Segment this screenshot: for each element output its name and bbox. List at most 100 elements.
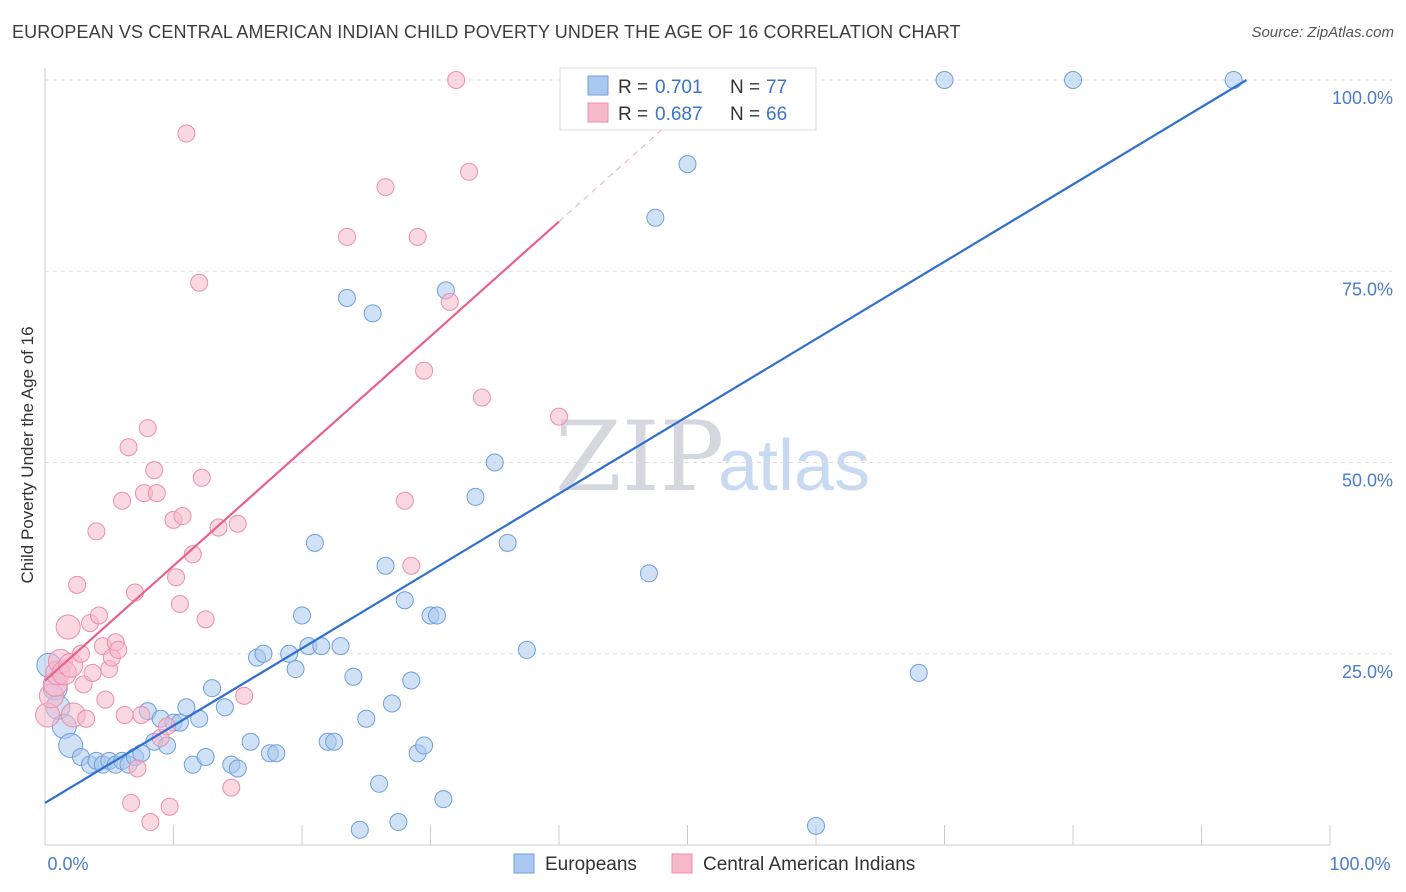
point-central-american-indians-52 <box>376 178 395 197</box>
point-europeans-61 <box>485 453 504 472</box>
point-europeans-43 <box>337 289 356 308</box>
point-central-american-indians-50 <box>235 686 254 705</box>
point-europeans-44 <box>344 667 363 686</box>
point-central-american-indians-61 <box>550 407 568 426</box>
point-europeans-31 <box>254 644 273 663</box>
point-europeans-42 <box>331 637 350 656</box>
trend-line-central-american-indians <box>44 220 560 682</box>
point-europeans-36 <box>293 606 311 625</box>
point-europeans-35 <box>286 660 305 679</box>
point-europeans-38 <box>305 533 324 552</box>
legend-swatch-central-american-indians <box>587 102 609 123</box>
trend-layer <box>44 79 1248 804</box>
point-europeans-53 <box>402 671 421 690</box>
point-central-american-indians-12 <box>77 709 96 728</box>
legend-r-label-2: R = <box>618 104 648 125</box>
point-europeans-33 <box>267 744 286 763</box>
point-central-american-indians-16 <box>89 606 108 625</box>
point-central-american-indians-27 <box>125 583 144 602</box>
source-label: Source: ZipAtlas.com <box>1251 24 1394 41</box>
point-europeans-47 <box>363 304 382 323</box>
point-central-american-indians-14 <box>83 663 102 682</box>
point-central-american-indians-9 <box>68 575 87 594</box>
point-europeans-62 <box>498 533 517 552</box>
y-axis-label: Child Poverty Under the Age of 16 <box>18 326 37 583</box>
point-central-american-indians-41 <box>173 507 192 526</box>
point-central-american-indians-40 <box>170 595 189 614</box>
point-central-american-indians-23 <box>113 491 132 510</box>
point-central-american-indians-46 <box>196 610 215 629</box>
point-central-american-indians-36 <box>158 717 177 736</box>
point-central-american-indians-15 <box>87 522 106 541</box>
legend-swatch-europeans <box>587 75 609 96</box>
point-europeans-67 <box>678 155 697 174</box>
chart-title: EUROPEAN VS CENTRAL AMERICAN INDIAN CHIL… <box>12 22 961 42</box>
points-layer <box>35 71 1243 839</box>
point-central-american-indians-54 <box>402 556 421 575</box>
point-central-american-indians-31 <box>138 419 157 438</box>
watermark-zip: ZIP <box>555 401 724 513</box>
point-central-american-indians-53 <box>395 491 414 510</box>
point-europeans-46 <box>357 709 376 728</box>
point-europeans-28 <box>228 759 247 778</box>
point-europeans-48 <box>370 774 389 793</box>
y-tick-label-50: 50.0% <box>1342 471 1393 491</box>
point-central-american-indians-24 <box>115 705 134 724</box>
point-central-american-indians-44 <box>190 273 209 292</box>
point-central-american-indians-51 <box>337 227 356 246</box>
axis-layer: 25.0% 50.0% 75.0% 100.0% 0.0% 100.0% <box>44 68 1393 874</box>
point-europeans-29 <box>241 732 260 751</box>
point-europeans-21 <box>177 698 196 717</box>
point-europeans-24 <box>196 748 215 767</box>
x-tick-label-0: 0.0% <box>47 854 88 874</box>
bottom-legend-europeans: Europeans <box>545 854 637 875</box>
point-central-american-indians-60 <box>472 388 491 407</box>
trend-extension-central-american-indians <box>558 122 671 222</box>
point-europeans-52 <box>395 591 414 610</box>
point-central-american-indians-34 <box>147 484 166 503</box>
legend-n-label-1: N = <box>730 77 760 98</box>
top-legend: R = 0.701 N = 77 R = 0.687 N = 66 <box>559 67 817 131</box>
bottom-legend-swatch-europeans <box>513 853 535 874</box>
bottom-legend-swatch-central-american-indians <box>671 853 693 874</box>
point-central-american-indians-18 <box>96 690 115 709</box>
point-central-american-indians-43 <box>183 545 202 564</box>
point-central-american-indians-57 <box>440 292 459 311</box>
point-europeans-63 <box>517 640 536 659</box>
point-europeans-70 <box>807 816 825 835</box>
point-europeans-58 <box>434 790 453 809</box>
bottom-legend-central-american-indians: Central American Indians <box>703 854 915 875</box>
point-europeans-49 <box>376 556 395 575</box>
point-europeans-74 <box>1224 71 1243 89</box>
point-europeans-45 <box>350 820 369 839</box>
legend-r-value-1: 0.701 <box>655 77 703 98</box>
grid-layer <box>45 79 1392 655</box>
x-tick-label-100: 100.0% <box>1329 854 1390 874</box>
point-central-american-indians-56 <box>415 361 434 380</box>
point-central-american-indians-29 <box>132 705 151 724</box>
point-central-american-indians-6 <box>55 614 81 640</box>
bottom-legend: Europeans Central American Indians <box>513 853 915 875</box>
point-central-american-indians-58 <box>447 71 466 89</box>
point-central-american-indians-33 <box>145 461 164 480</box>
point-europeans-51 <box>389 813 408 832</box>
point-central-american-indians-59 <box>460 162 479 181</box>
y-tick-label-100: 100.0% <box>1332 88 1393 108</box>
point-central-american-indians-45 <box>192 468 211 487</box>
legend-r-value-2: 0.687 <box>655 104 703 125</box>
y-tick-label-75: 75.0% <box>1342 279 1393 299</box>
point-central-american-indians-10 <box>71 644 90 663</box>
point-central-american-indians-25 <box>119 438 138 457</box>
point-central-american-indians-22 <box>109 640 128 659</box>
point-central-american-indians-28 <box>128 759 147 778</box>
point-central-american-indians-55 <box>408 227 427 246</box>
point-europeans-71 <box>909 663 928 682</box>
legend-n-value-1: 77 <box>766 77 787 98</box>
point-central-american-indians-39 <box>167 568 186 587</box>
point-europeans-66 <box>646 208 665 227</box>
watermark-atlas: atlas <box>718 426 870 506</box>
legend-r-label-1: R = <box>618 77 648 98</box>
point-central-american-indians-26 <box>122 793 141 812</box>
point-europeans-26 <box>215 698 234 717</box>
legend-n-value-2: 66 <box>766 104 787 125</box>
